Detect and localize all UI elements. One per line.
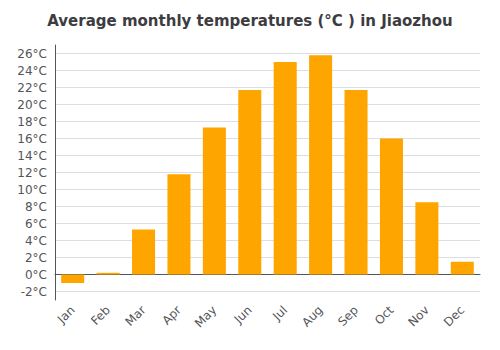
svg-text:Jul: Jul: [269, 303, 290, 324]
svg-text:14°C: 14°C: [17, 149, 47, 163]
svg-text:Jan: Jan: [54, 303, 78, 327]
svg-text:May: May: [192, 303, 219, 330]
svg-text:0°C: 0°C: [25, 268, 47, 282]
svg-text:6°C: 6°C: [25, 217, 47, 231]
svg-text:12°C: 12°C: [17, 166, 47, 180]
svg-text:Mar: Mar: [123, 303, 149, 329]
svg-text:Dec: Dec: [441, 303, 467, 329]
svg-text:Jun: Jun: [231, 303, 255, 327]
svg-text:24°C: 24°C: [17, 64, 47, 78]
svg-text:Aug: Aug: [299, 303, 325, 329]
svg-text:10°C: 10°C: [17, 183, 47, 197]
svg-text:Nov: Nov: [405, 303, 431, 329]
svg-text:18°C: 18°C: [17, 115, 47, 129]
svg-text:-2°C: -2°C: [21, 285, 47, 299]
svg-text:26°C: 26°C: [17, 47, 47, 61]
svg-text:22°C: 22°C: [17, 81, 47, 95]
svg-text:Apr: Apr: [159, 303, 184, 328]
svg-text:16°C: 16°C: [17, 132, 47, 146]
svg-text:Average monthly temperatures (: Average monthly temperatures (°C ) in Ji…: [47, 12, 453, 30]
svg-text:Sep: Sep: [335, 303, 361, 329]
svg-text:8°C: 8°C: [25, 200, 47, 214]
svg-text:Oct: Oct: [372, 303, 397, 328]
svg-text:2°C: 2°C: [25, 251, 47, 265]
svg-text:20°C: 20°C: [17, 98, 47, 112]
svg-text:Feb: Feb: [88, 303, 113, 328]
svg-text:4°C: 4°C: [25, 234, 47, 248]
